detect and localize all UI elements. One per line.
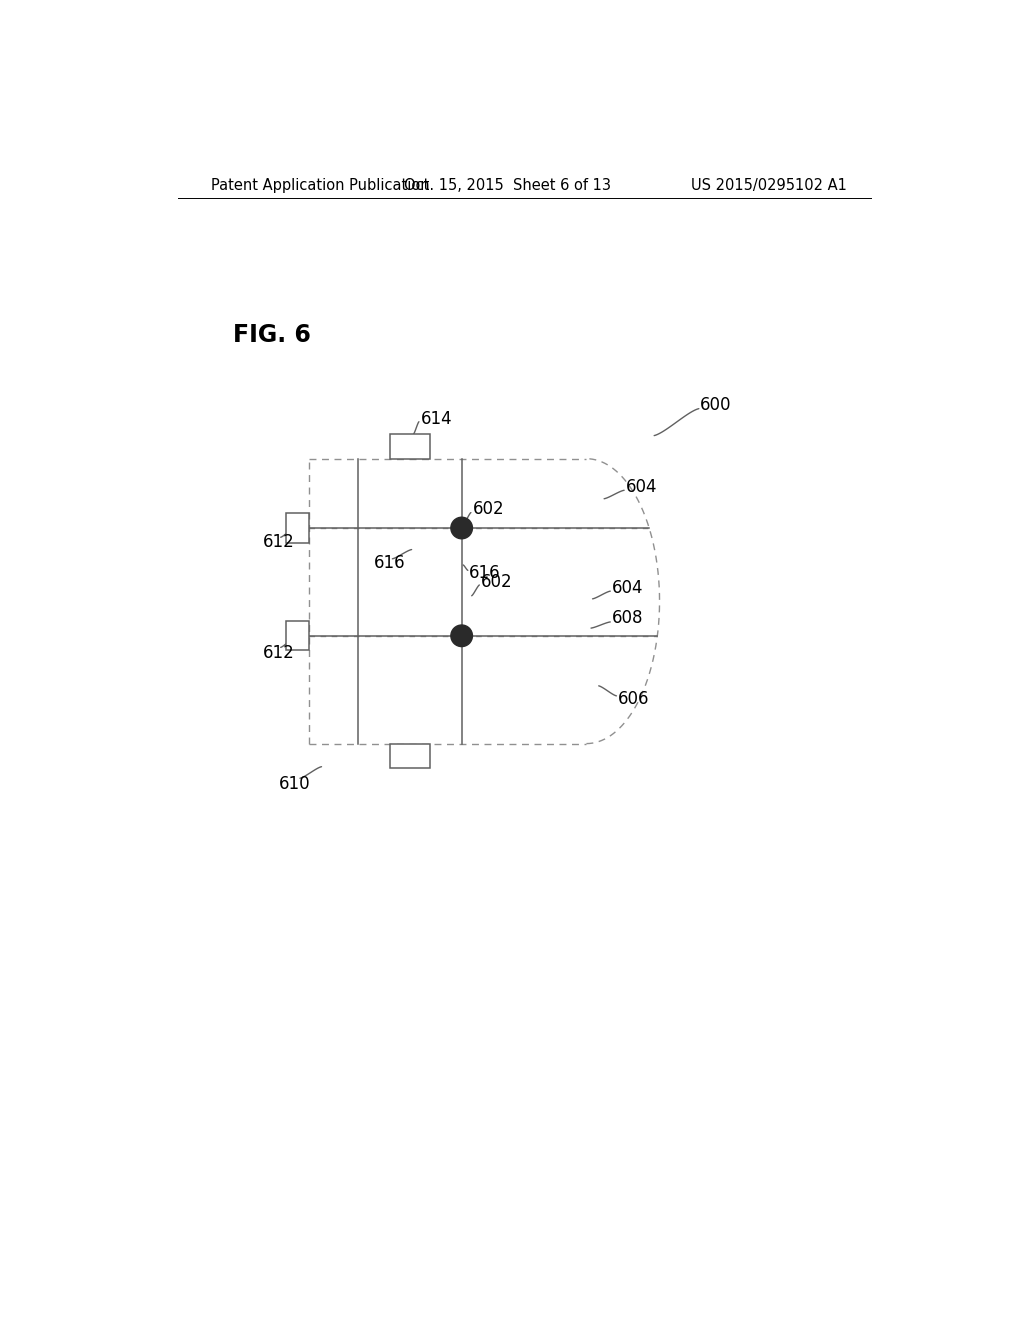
- Text: 614: 614: [421, 409, 452, 428]
- Text: 612: 612: [263, 644, 295, 661]
- Text: FIG. 6: FIG. 6: [233, 323, 311, 347]
- Text: US 2015/0295102 A1: US 2015/0295102 A1: [691, 178, 847, 193]
- Text: Patent Application Publication: Patent Application Publication: [211, 178, 430, 193]
- Text: 610: 610: [280, 775, 311, 792]
- Text: 602: 602: [481, 573, 513, 591]
- Text: 604: 604: [611, 579, 643, 597]
- Bar: [286, 513, 309, 543]
- Text: Oct. 15, 2015  Sheet 6 of 13: Oct. 15, 2015 Sheet 6 of 13: [404, 178, 611, 193]
- Bar: [286, 622, 309, 651]
- Text: 616: 616: [469, 564, 501, 582]
- Text: 612: 612: [263, 533, 295, 550]
- Bar: [390, 434, 430, 459]
- Circle shape: [451, 626, 472, 647]
- Text: 608: 608: [611, 609, 643, 627]
- Text: 604: 604: [626, 478, 657, 496]
- Circle shape: [451, 517, 472, 539]
- Text: 600: 600: [700, 396, 732, 413]
- Bar: [390, 743, 430, 768]
- Text: 602: 602: [472, 500, 504, 517]
- Text: 606: 606: [617, 690, 649, 708]
- Text: 616: 616: [374, 553, 406, 572]
